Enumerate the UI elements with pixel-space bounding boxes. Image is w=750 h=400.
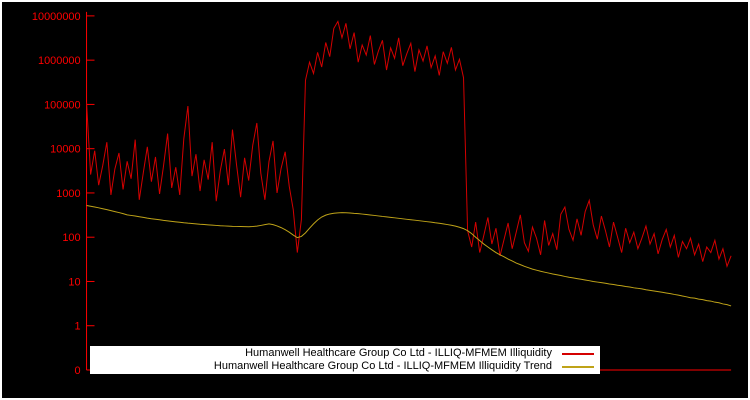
y-tick-label: 100000 — [44, 99, 80, 111]
y-tick-label: 1 — [74, 321, 80, 333]
legend-item-illiquidity: Humanwell Healthcare Group Co Ltd - ILLI… — [96, 347, 594, 360]
series-line-0 — [86, 20, 732, 269]
y-tick-label: 1000000 — [38, 55, 81, 67]
y-tick-label: 1000 — [56, 188, 80, 200]
series-line-1 — [86, 205, 732, 307]
legend-line-sample-yellow — [562, 365, 594, 368]
y-tick-label: 10 — [68, 276, 80, 288]
y-tick-label: 10000000 — [32, 11, 81, 23]
y-tick-label: 100 — [62, 232, 80, 244]
y-tick-label: 0 — [74, 365, 80, 377]
legend-item-illiquidity-trend: Humanwell Healthcare Group Co Ltd - ILLI… — [96, 360, 594, 373]
legend-line-sample-red — [562, 352, 594, 355]
legend-label-illiquidity-trend: Humanwell Healthcare Group Co Ltd - ILLI… — [213, 360, 552, 372]
y-tick-label: 10000 — [50, 144, 80, 156]
legend-label-illiquidity: Humanwell Healthcare Group Co Ltd - ILLI… — [245, 347, 552, 359]
chart-legend: Humanwell Healthcare Group Co Ltd - ILLI… — [90, 346, 600, 374]
